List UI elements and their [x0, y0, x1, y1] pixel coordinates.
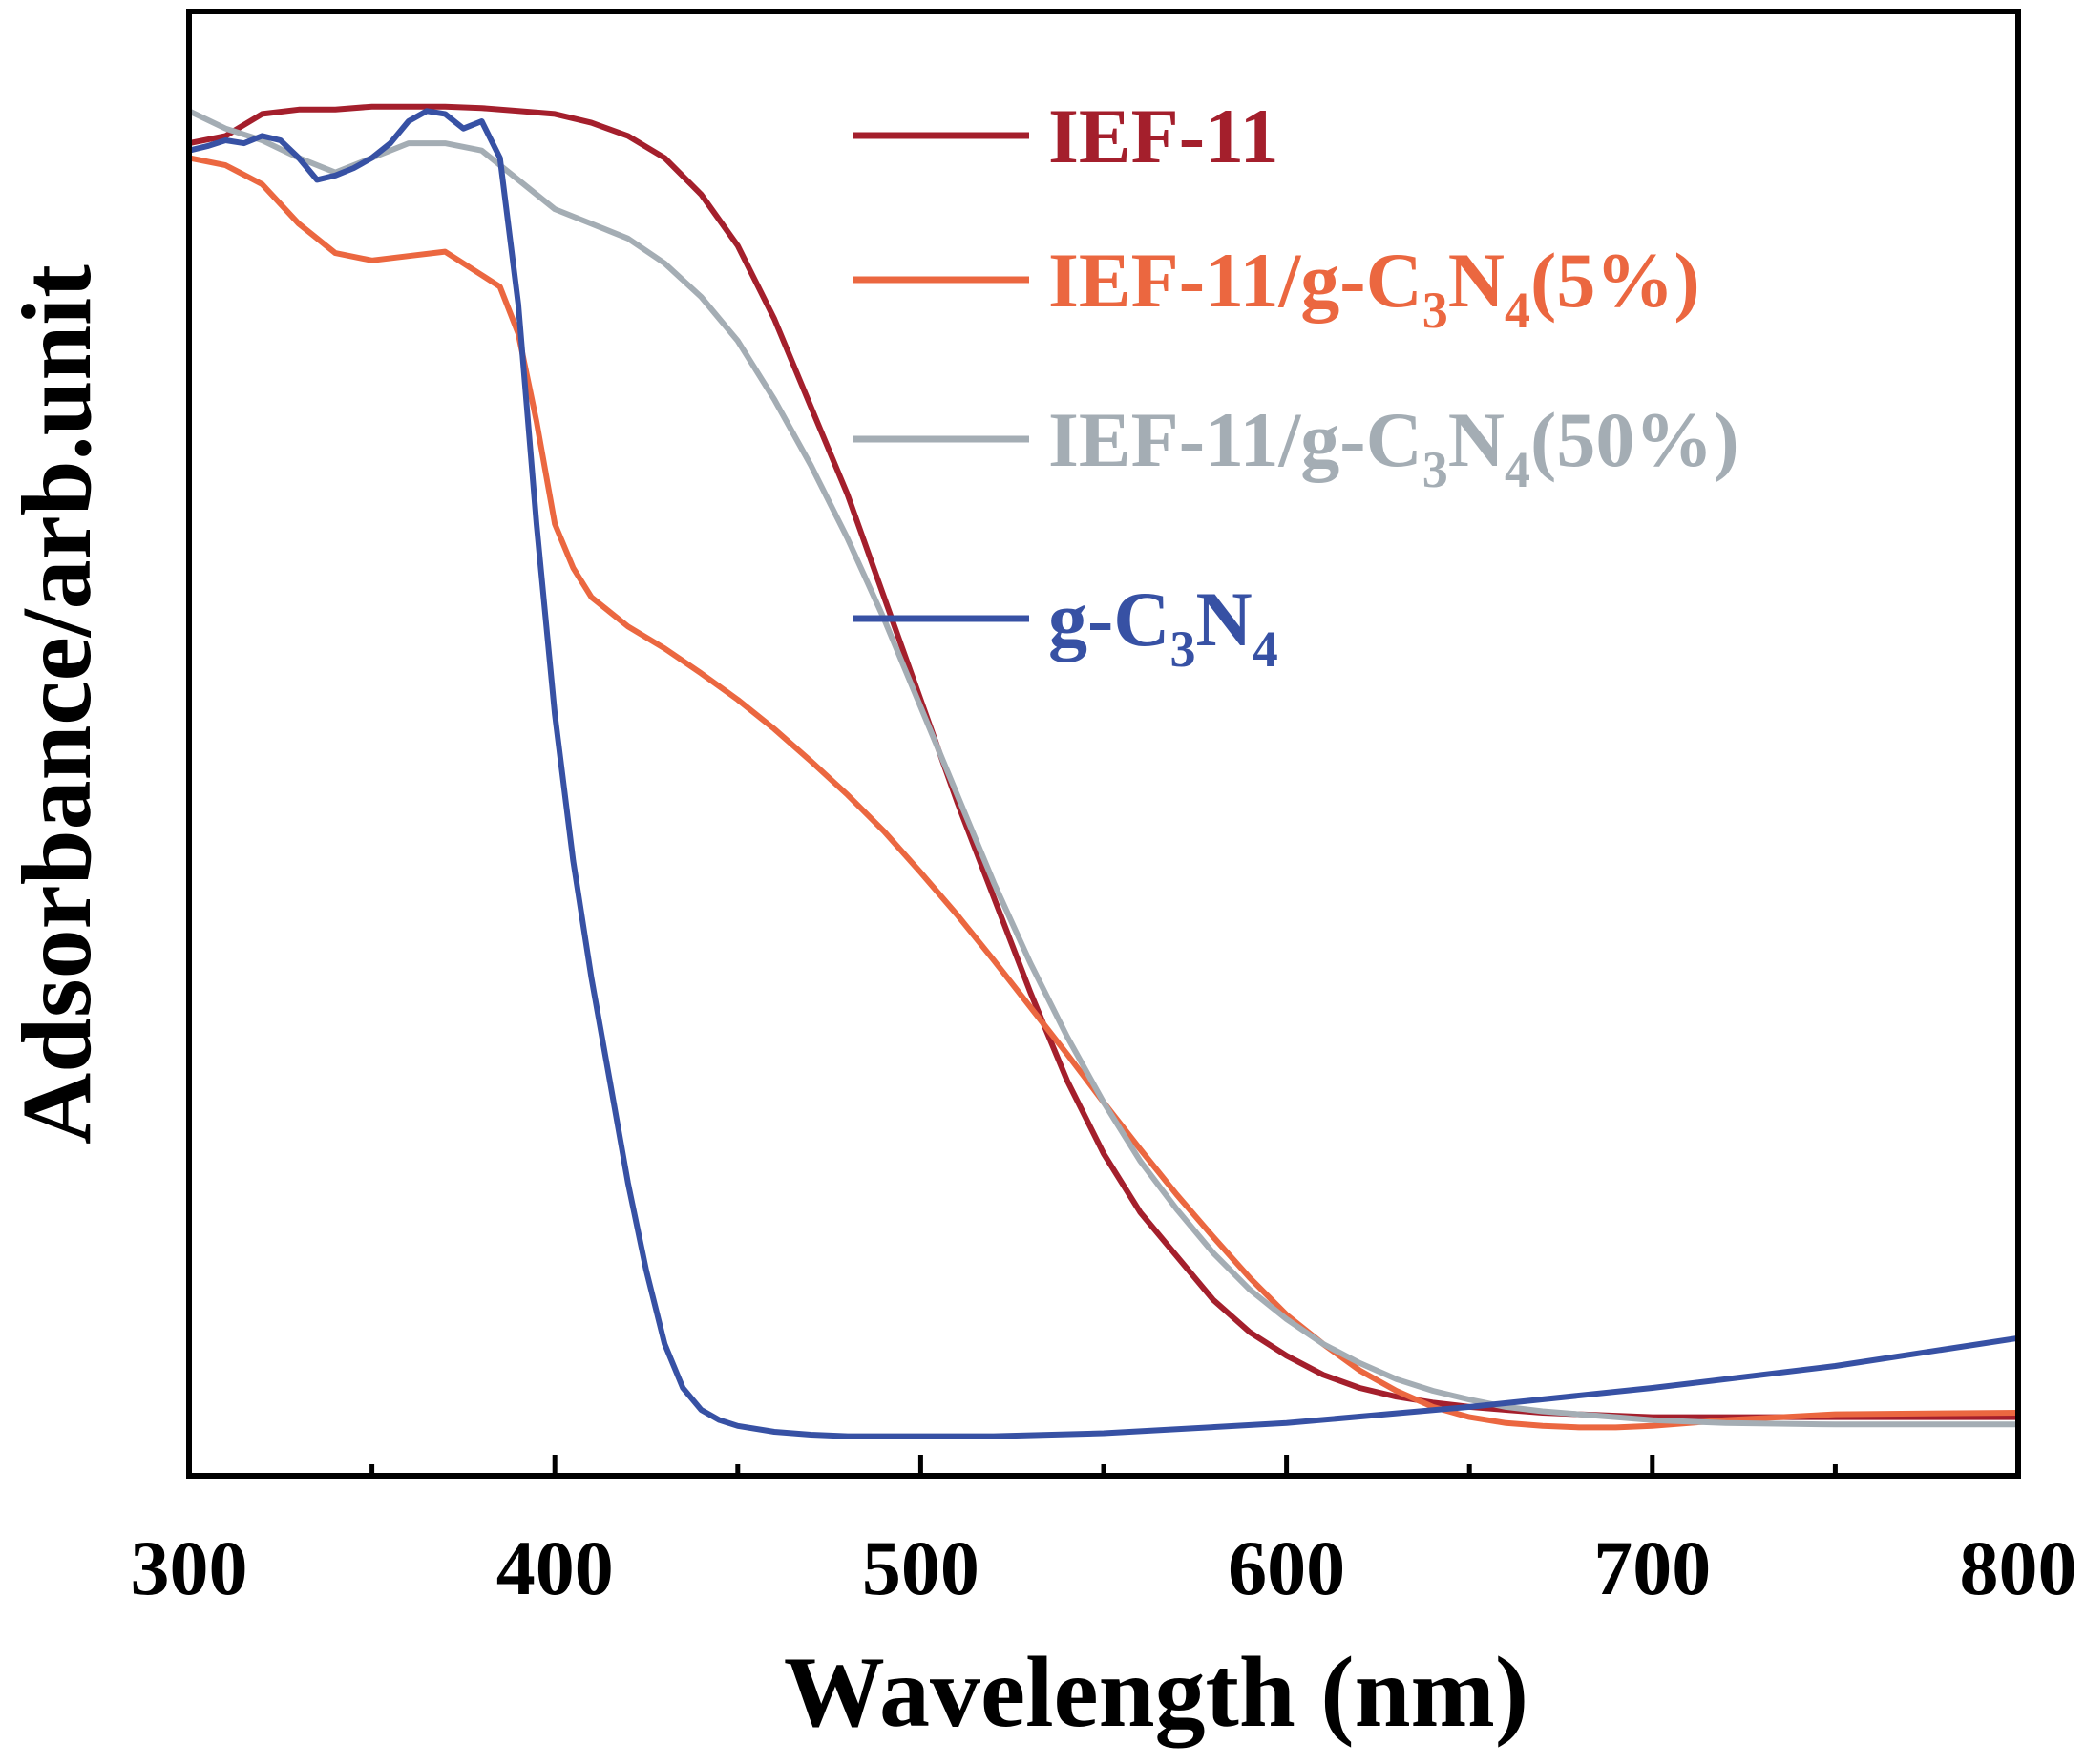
x-tick-label: 600	[1228, 1524, 1345, 1611]
series-line-1	[186, 155, 2021, 1431]
legend-label-1: IEF-11/g-C3N4(5%)	[1048, 237, 1700, 339]
x-tick-label: 800	[1960, 1524, 2077, 1611]
y-axis-title: Adsorbance/arb.unit	[2, 264, 112, 1144]
x-axis-title: Wavelength (nm)	[784, 1636, 1528, 1748]
legend-label-3: g-C3N4	[1048, 576, 1278, 678]
series-line-3	[186, 108, 2021, 1439]
legend-label-0: IEF-11	[1048, 93, 1278, 179]
ticks-layer: 300 400 500 600 700 800	[131, 1455, 2077, 1611]
x-tick-label: 400	[496, 1524, 614, 1611]
x-tick-label: 700	[1593, 1524, 1711, 1611]
x-tick-label: 500	[862, 1524, 979, 1611]
x-tick-label: 300	[131, 1524, 248, 1611]
legend-label-2: IEF-11/g-C3N4(50%)	[1048, 396, 1739, 498]
series-line-0	[186, 103, 2021, 1420]
series-layer	[186, 103, 2021, 1439]
legend: IEF-11 IEF-11/g-C3N4(5%) IEF-11/g-C3N4(50%…	[853, 93, 1739, 678]
